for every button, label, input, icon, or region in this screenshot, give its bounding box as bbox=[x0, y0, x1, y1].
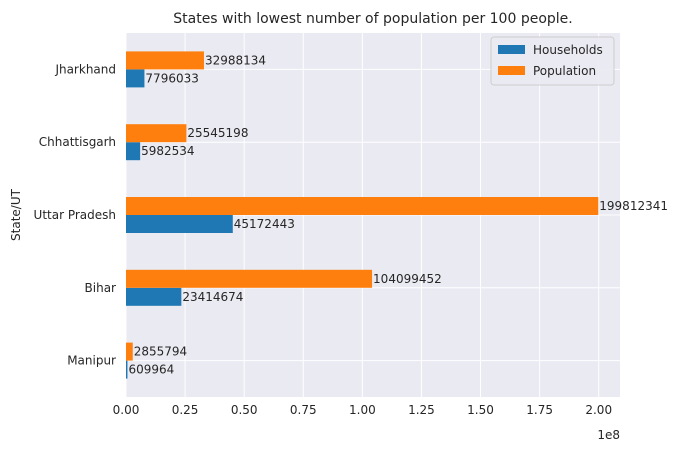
bar-households-manipur bbox=[126, 360, 128, 379]
x-tick-label: 2.00 bbox=[585, 403, 612, 417]
x-tick-label: 0.00 bbox=[113, 403, 140, 417]
y-tick-label: Bihar bbox=[85, 281, 117, 295]
bar-households-chhattisgarh bbox=[126, 142, 141, 161]
x-tick-label: 1.75 bbox=[526, 403, 553, 417]
data-label: 609964 bbox=[128, 363, 174, 377]
x-tick-label: 1.50 bbox=[467, 403, 494, 417]
x-axis-ticks: 0.00 0.25 0.50 0.75 1.00 1.25 1.50 1.75 2.00 bbox=[113, 403, 612, 417]
legend: Households Population bbox=[490, 36, 615, 86]
y-tick-label: Manipur bbox=[67, 354, 116, 368]
x-tick-label: 1.00 bbox=[349, 403, 376, 417]
x-tick-label: 0.50 bbox=[231, 403, 258, 417]
data-label: 23414674 bbox=[182, 290, 243, 304]
bar-population-manipur bbox=[126, 342, 133, 361]
y-axis-ticks: Manipur Bihar Uttar Pradesh Chhattisgarh Jha… bbox=[34, 62, 117, 367]
data-label: 104099452 bbox=[373, 272, 442, 286]
data-label: 45172443 bbox=[234, 217, 295, 231]
data-label: 5982534 bbox=[141, 144, 194, 158]
x-tick-label: 0.75 bbox=[290, 403, 317, 417]
x-axis-offset-label: 1e8 bbox=[597, 428, 620, 442]
legend-swatch-population bbox=[498, 66, 525, 75]
data-labels: 609964 2855794 23414674 104099452 45172443 19… bbox=[128, 53, 668, 376]
y-tick-label: Chhattisgarh bbox=[39, 135, 116, 149]
bar-households-uttar-pradesh bbox=[126, 215, 233, 233]
y-tick-label: Uttar Pradesh bbox=[34, 208, 116, 222]
data-label: 199812341 bbox=[599, 199, 668, 213]
chart-title: States with lowest number of population … bbox=[173, 11, 572, 27]
bar-population-bihar bbox=[126, 269, 373, 288]
legend-label-population: Population bbox=[533, 64, 596, 78]
legend-label-households: Households bbox=[533, 43, 603, 57]
data-label: 32988134 bbox=[205, 53, 266, 67]
x-tick-label: 0.25 bbox=[172, 403, 199, 417]
bar-population-chhattisgarh bbox=[126, 124, 187, 143]
data-label: 25545198 bbox=[187, 126, 248, 140]
data-label: 7796033 bbox=[145, 71, 198, 85]
legend-swatch-households bbox=[498, 45, 525, 54]
data-label: 2855794 bbox=[134, 345, 187, 359]
y-axis-label: State/UT bbox=[9, 188, 23, 241]
x-tick-label: 1.25 bbox=[408, 403, 435, 417]
bar-households-bihar bbox=[126, 287, 182, 306]
bar-households-jharkhand bbox=[126, 69, 145, 88]
y-tick-label: Jharkhand bbox=[54, 62, 116, 76]
bar-population-uttar-pradesh bbox=[126, 197, 599, 215]
bars bbox=[126, 51, 599, 379]
bar-population-jharkhand bbox=[126, 51, 204, 70]
